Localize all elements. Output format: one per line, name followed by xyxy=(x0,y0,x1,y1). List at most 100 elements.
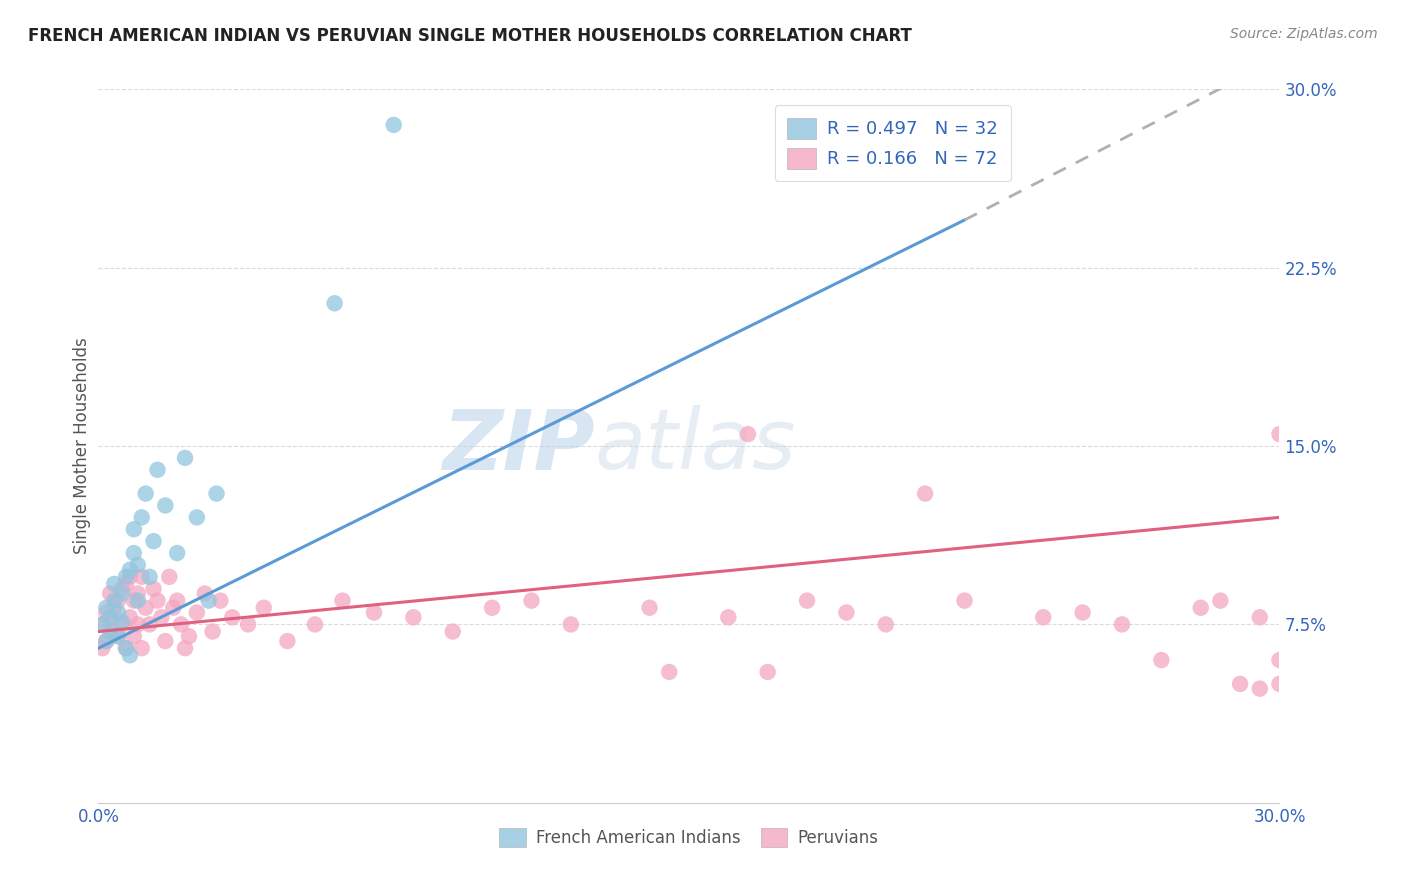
Point xyxy=(658,665,681,679)
Point xyxy=(118,610,141,624)
Point xyxy=(201,624,224,639)
Point xyxy=(103,593,125,607)
Point xyxy=(194,586,217,600)
Point xyxy=(1150,653,1173,667)
Point xyxy=(323,296,346,310)
Point xyxy=(111,582,134,596)
Point xyxy=(146,593,169,607)
Point xyxy=(1249,681,1271,696)
Point xyxy=(186,510,208,524)
Point xyxy=(142,534,165,549)
Point xyxy=(197,593,219,607)
Point xyxy=(236,617,259,632)
Point xyxy=(1189,600,1212,615)
Point xyxy=(122,546,145,560)
Point xyxy=(103,624,125,639)
Text: FRENCH AMERICAN INDIAN VS PERUVIAN SINGLE MOTHER HOUSEHOLDS CORRELATION CHART: FRENCH AMERICAN INDIAN VS PERUVIAN SINGL… xyxy=(28,27,912,45)
Point xyxy=(98,586,121,600)
Point xyxy=(118,570,141,584)
Point xyxy=(111,617,134,632)
Point xyxy=(98,624,121,639)
Point xyxy=(155,499,177,513)
Point xyxy=(138,617,160,632)
Point xyxy=(402,610,425,624)
Text: ZIP: ZIP xyxy=(441,406,595,486)
Point xyxy=(209,593,232,607)
Point xyxy=(96,600,118,615)
Point xyxy=(131,570,153,584)
Point xyxy=(1111,617,1133,632)
Point xyxy=(98,610,121,624)
Point xyxy=(107,629,129,643)
Point xyxy=(146,463,169,477)
Point xyxy=(441,624,464,639)
Point xyxy=(107,593,129,607)
Point xyxy=(914,486,936,500)
Point xyxy=(162,600,184,615)
Point xyxy=(96,634,118,648)
Point xyxy=(138,570,160,584)
Point xyxy=(115,577,138,591)
Text: atlas: atlas xyxy=(595,406,796,486)
Point xyxy=(170,617,193,632)
Point xyxy=(127,593,149,607)
Point xyxy=(103,577,125,591)
Point xyxy=(118,563,141,577)
Point xyxy=(98,610,121,624)
Point xyxy=(122,629,145,643)
Point xyxy=(205,486,228,500)
Point xyxy=(332,593,354,607)
Point xyxy=(127,586,149,600)
Point xyxy=(382,118,405,132)
Point xyxy=(122,522,145,536)
Point xyxy=(304,617,326,632)
Point xyxy=(118,648,141,663)
Point xyxy=(276,634,298,648)
Point xyxy=(520,593,543,607)
Point xyxy=(1071,606,1094,620)
Point xyxy=(835,606,858,620)
Point xyxy=(717,610,740,624)
Point xyxy=(560,617,582,632)
Point xyxy=(174,450,197,465)
Point xyxy=(166,593,188,607)
Point xyxy=(253,600,276,615)
Point xyxy=(157,570,180,584)
Point xyxy=(111,615,134,629)
Legend: French American Indians, Peruvians: French American Indians, Peruvians xyxy=(488,816,890,859)
Point xyxy=(135,486,157,500)
Point xyxy=(1249,610,1271,624)
Point xyxy=(875,617,897,632)
Point xyxy=(131,510,153,524)
Y-axis label: Single Mother Households: Single Mother Households xyxy=(73,338,91,554)
Point xyxy=(1229,677,1251,691)
Point xyxy=(186,606,208,620)
Point xyxy=(174,641,197,656)
Point xyxy=(107,606,129,620)
Point xyxy=(91,641,114,656)
Point xyxy=(122,593,145,607)
Point xyxy=(638,600,661,615)
Point xyxy=(166,546,188,560)
Point xyxy=(115,570,138,584)
Point xyxy=(1209,593,1232,607)
Point xyxy=(953,593,976,607)
Point xyxy=(756,665,779,679)
Point xyxy=(131,641,153,656)
Point xyxy=(177,629,200,643)
Point xyxy=(127,617,149,632)
Point xyxy=(155,634,177,648)
Point xyxy=(142,582,165,596)
Point xyxy=(96,634,118,648)
Point xyxy=(103,600,125,615)
Text: Source: ZipAtlas.com: Source: ZipAtlas.com xyxy=(1230,27,1378,41)
Point xyxy=(737,427,759,442)
Point xyxy=(115,641,138,656)
Point xyxy=(363,606,385,620)
Point xyxy=(96,606,118,620)
Point xyxy=(150,610,173,624)
Point xyxy=(111,586,134,600)
Point xyxy=(481,600,503,615)
Point xyxy=(1032,610,1054,624)
Point xyxy=(107,629,129,643)
